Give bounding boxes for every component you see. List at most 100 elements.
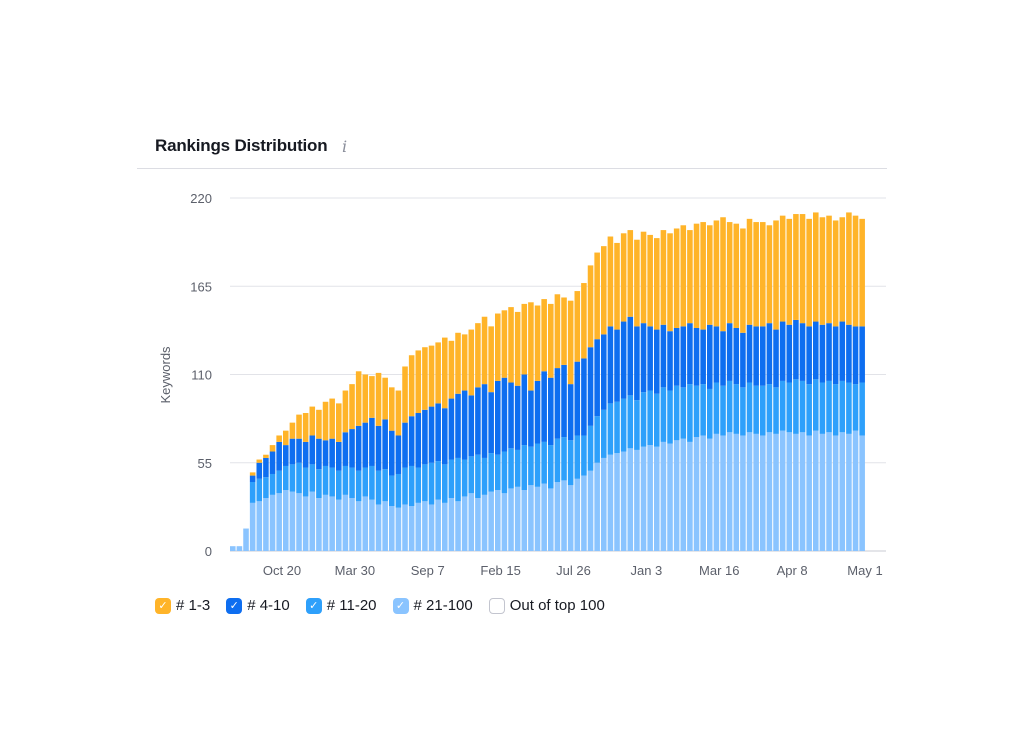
bar-segment[interactable] [243, 528, 249, 551]
bar-segment[interactable] [859, 382, 865, 436]
checkbox-empty-icon[interactable] [488, 597, 505, 614]
bar-segment[interactable] [554, 294, 561, 369]
bar-segment[interactable] [289, 438, 296, 465]
bar-segment[interactable] [355, 425, 362, 471]
bar-segment[interactable] [355, 470, 362, 502]
bar-segment[interactable] [799, 380, 806, 433]
bar-segment[interactable] [673, 385, 680, 441]
bar-segment[interactable] [468, 329, 475, 396]
bar-segment[interactable] [726, 432, 733, 551]
bar-segment[interactable] [832, 384, 839, 436]
bar-segment[interactable] [846, 433, 852, 551]
bar-segment[interactable] [654, 238, 660, 330]
bar-segment[interactable] [839, 380, 846, 433]
bar-segment[interactable] [269, 451, 276, 474]
bar-segment[interactable] [839, 432, 846, 551]
bar-segment[interactable] [846, 382, 852, 434]
bar-segment[interactable] [402, 422, 408, 468]
bar-segment[interactable] [309, 435, 316, 465]
bar-segment[interactable] [382, 419, 388, 470]
bar-segment[interactable] [481, 494, 488, 551]
bar-segment[interactable] [461, 459, 468, 497]
bar-segment[interactable] [342, 390, 349, 433]
bar-segment[interactable] [375, 425, 382, 471]
bar-segment[interactable] [634, 326, 640, 401]
bar-segment[interactable] [627, 448, 634, 551]
bar-segment[interactable] [640, 323, 647, 393]
bar-segment[interactable] [256, 478, 263, 502]
bar-segment[interactable] [581, 358, 587, 436]
bar-segment[interactable] [693, 223, 700, 328]
bar-segment[interactable] [806, 326, 812, 385]
bar-segment[interactable] [355, 501, 362, 551]
bar-segment[interactable] [296, 438, 302, 463]
bar-segment[interactable] [760, 222, 766, 327]
bar-segment[interactable] [508, 448, 514, 489]
bar-segment[interactable] [859, 326, 865, 383]
bar-segment[interactable] [620, 398, 627, 452]
bar-segment[interactable] [501, 310, 508, 378]
bar-segment[interactable] [461, 334, 468, 391]
bar-segment[interactable] [468, 493, 475, 551]
bar-segment[interactable] [442, 502, 448, 551]
bar-segment[interactable] [567, 300, 574, 385]
bar-segment[interactable] [329, 438, 335, 468]
bar-segment[interactable] [667, 390, 673, 444]
bar-segment[interactable] [501, 493, 508, 551]
bar-segment[interactable] [852, 384, 859, 431]
bar-segment[interactable] [760, 435, 766, 551]
bar-segment[interactable] [673, 440, 680, 551]
bar-segment[interactable] [475, 454, 481, 499]
bar-segment[interactable] [382, 469, 388, 502]
bar-segment[interactable] [667, 331, 673, 391]
bar-segment[interactable] [813, 379, 819, 431]
bar-segment[interactable] [839, 321, 846, 381]
bar-segment[interactable] [249, 502, 256, 551]
bar-segment[interactable] [693, 385, 700, 438]
bar-segment[interactable] [620, 321, 627, 399]
bar-segment[interactable] [819, 217, 826, 325]
bar-segment[interactable] [408, 355, 415, 417]
bar-segment[interactable] [561, 297, 567, 365]
bar-segment[interactable] [647, 445, 653, 551]
bar-segment[interactable] [475, 498, 481, 551]
bar-segment[interactable] [263, 457, 269, 478]
bar-segment[interactable] [819, 433, 826, 551]
bar-segment[interactable] [614, 401, 620, 454]
bar-segment[interactable] [481, 457, 488, 495]
bar-segment[interactable] [488, 326, 494, 393]
bar-segment[interactable] [773, 220, 779, 330]
bar-segment[interactable] [488, 453, 494, 492]
bar-segment[interactable] [654, 393, 660, 447]
bar-segment[interactable] [408, 416, 415, 466]
bar-segment[interactable] [541, 483, 547, 551]
bar-segment[interactable] [289, 422, 296, 439]
bar-segment[interactable] [826, 380, 832, 433]
bar-segment[interactable] [514, 449, 521, 487]
bar-segment[interactable] [680, 326, 687, 388]
bar-segment[interactable] [620, 233, 627, 322]
bar-segment[interactable] [852, 215, 859, 327]
bar-segment[interactable] [773, 387, 779, 434]
bar-segment[interactable] [713, 382, 720, 434]
bar-segment[interactable] [488, 491, 494, 551]
bar-segment[interactable] [587, 470, 594, 551]
bar-segment[interactable] [395, 473, 402, 508]
bar-segment[interactable] [832, 220, 839, 327]
bar-segment[interactable] [707, 388, 713, 439]
bar-segment[interactable] [707, 225, 713, 325]
bar-segment[interactable] [342, 494, 349, 551]
bar-segment[interactable] [475, 387, 481, 455]
bar-segment[interactable] [481, 384, 488, 458]
bar-segment[interactable] [581, 475, 587, 551]
bar-segment[interactable] [316, 469, 322, 499]
bar-segment[interactable] [660, 324, 667, 388]
bar-segment[interactable] [336, 470, 342, 500]
bar-segment[interactable] [528, 302, 534, 391]
bar-segment[interactable] [230, 546, 236, 551]
bar-segment[interactable] [296, 493, 302, 551]
bar-segment[interactable] [594, 416, 600, 463]
bar-segment[interactable] [375, 470, 382, 505]
bar-segment[interactable] [852, 326, 859, 385]
bar-segment[interactable] [740, 387, 746, 436]
